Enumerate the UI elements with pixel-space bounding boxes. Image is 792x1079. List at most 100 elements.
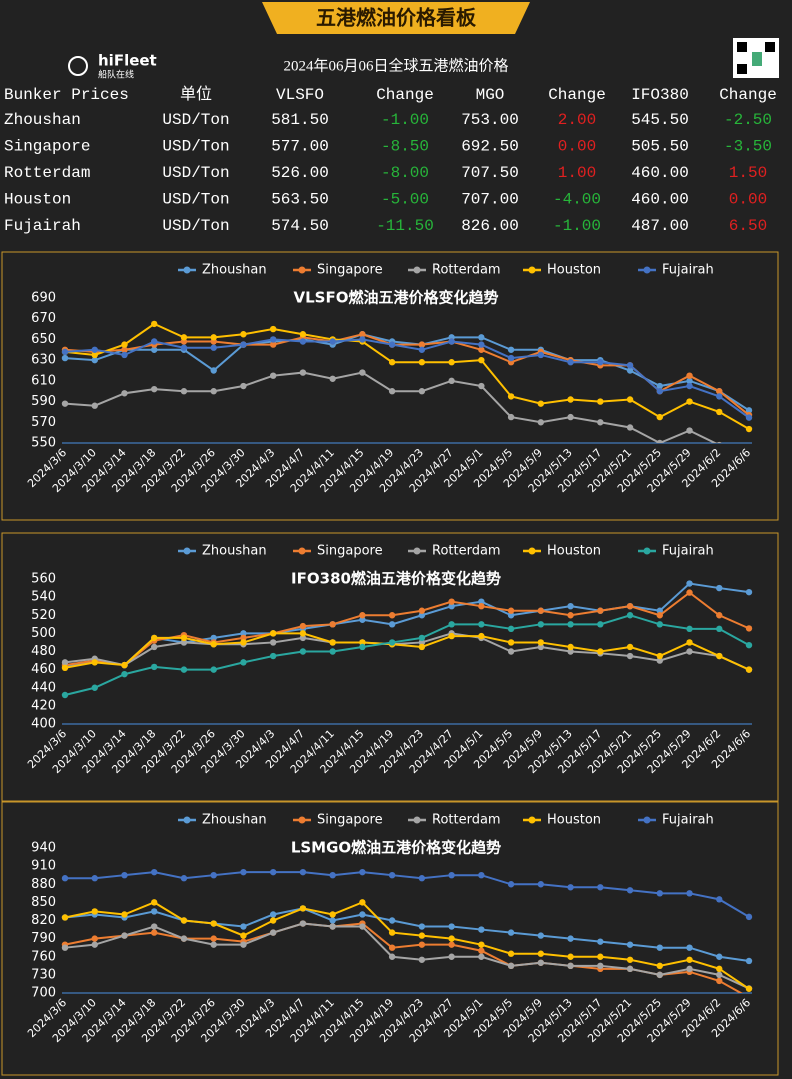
chart-panel [1, 251, 779, 521]
plot [61, 580, 753, 699]
y-tick-label: 420 [31, 698, 56, 713]
data-point [151, 899, 158, 906]
table-cell: -4.00 [553, 191, 601, 209]
data-point [537, 959, 545, 966]
table-cell: -8.00 [381, 164, 429, 182]
data-point [656, 388, 663, 395]
data-point [299, 634, 307, 642]
data-point [388, 917, 396, 924]
data-point [210, 941, 217, 948]
data-point [656, 962, 663, 970]
data-point [448, 621, 455, 628]
data-point [686, 639, 693, 646]
data-point [448, 935, 455, 942]
data-point [418, 639, 426, 646]
data-point [626, 887, 634, 894]
data-point [656, 657, 663, 664]
data-point [269, 372, 277, 379]
chart: LSMGO燃油五港价格变化趋势 700 730 760 790 820 850 880 910 9… [1, 801, 779, 1076]
legend-marker [298, 266, 306, 274]
y-tick-label: 790 [31, 931, 56, 946]
data-point [716, 441, 722, 443]
table-header: 单位 [180, 85, 212, 104]
data-point [567, 962, 574, 970]
data-point [597, 884, 604, 891]
data-point [716, 896, 723, 903]
data-point [745, 425, 753, 433]
y-tick-label: 880 [31, 877, 56, 892]
y-tick-label: 400 [31, 717, 56, 732]
data-point [91, 351, 98, 359]
data-point [507, 929, 515, 936]
legend-marker [413, 266, 421, 274]
data-point [121, 661, 128, 669]
data-point [686, 372, 693, 379]
data-point [269, 639, 277, 646]
table-cell: 707.50 [461, 164, 519, 182]
data-point [656, 607, 663, 614]
data-point [626, 941, 634, 948]
data-point [745, 641, 753, 649]
data-point [597, 648, 604, 655]
table-cell: 707.00 [461, 191, 519, 209]
table-cell: 460.00 [631, 191, 689, 209]
table-cell: 487.00 [631, 217, 689, 235]
legend-label: Zhoushan [202, 813, 267, 828]
data-point [121, 911, 128, 918]
data-point [567, 413, 574, 421]
y-tick-label: 940 [31, 841, 56, 856]
table-cell: 545.50 [631, 111, 689, 129]
data-point [478, 341, 485, 348]
data-point [388, 953, 396, 960]
data-point [61, 875, 69, 882]
data-point [359, 612, 366, 619]
data-point [597, 953, 604, 960]
data-point [567, 648, 574, 655]
data-point [567, 884, 574, 891]
data-point [686, 956, 693, 963]
data-point [716, 652, 723, 660]
legend-label: Fujairah [662, 813, 714, 828]
data-point [180, 875, 188, 882]
table-cell: -11.50 [376, 217, 434, 235]
data-point [567, 621, 574, 628]
plot [61, 320, 753, 443]
data-point [240, 634, 247, 642]
data-point [180, 917, 188, 924]
data-point [388, 621, 396, 628]
legend-marker [183, 816, 191, 824]
data-point [478, 947, 485, 954]
table-cell: 460.00 [631, 164, 689, 182]
legend-marker [643, 547, 651, 555]
data-point [388, 639, 396, 646]
data-point [686, 648, 693, 655]
y-tick-label: 570 [31, 415, 56, 430]
data-point [240, 382, 247, 390]
data-point [507, 648, 515, 655]
table-header: VLSFO [276, 86, 324, 104]
chart: IFO380燃油五港价格变化趋势 400 420 440 460 480 500 520 540… [1, 532, 779, 802]
data-point [418, 607, 426, 614]
data-point [597, 398, 604, 405]
data-point [686, 965, 693, 973]
y-tick-label: 820 [31, 913, 56, 928]
table-header: Change [719, 86, 777, 104]
data-point [151, 346, 158, 353]
data-point [567, 643, 574, 651]
data-point [210, 935, 217, 942]
table-header: MGO [476, 86, 505, 104]
y-tick-label: 910 [31, 859, 56, 874]
data-point [61, 691, 69, 699]
data-point [269, 917, 277, 924]
data-point [626, 602, 634, 610]
data-point [716, 612, 723, 619]
data-point [210, 388, 217, 395]
legend-marker [643, 816, 651, 824]
data-point [359, 336, 366, 343]
data-point [478, 334, 485, 341]
data-point [299, 648, 307, 655]
legend-marker [183, 266, 191, 274]
data-point [121, 871, 128, 879]
data-point [269, 630, 277, 637]
y-tick-label: 610 [31, 373, 56, 388]
